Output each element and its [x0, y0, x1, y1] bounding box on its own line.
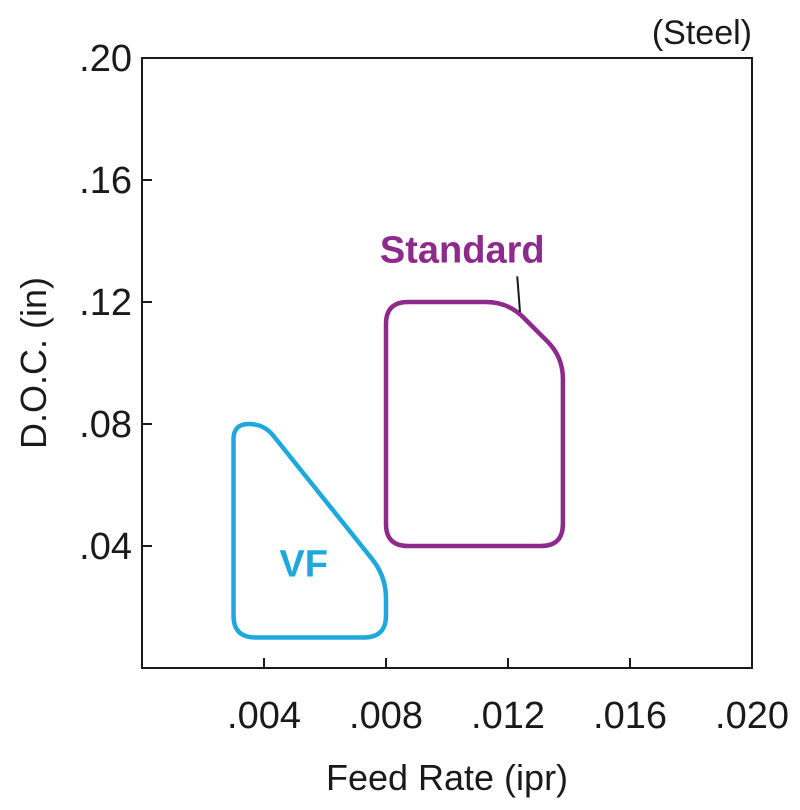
x-axis-ticks: .004 .008 .012 .016 .020 [227, 658, 789, 737]
x-tick-label: .016 [593, 695, 667, 737]
y-tick-label: .04 [79, 526, 132, 568]
region-vf [231, 421, 389, 640]
y-axis-title: D.O.C. (in) [13, 277, 54, 449]
y-axis-ticks: .04 .08 .12 .16 .20 [79, 38, 152, 568]
x-axis-title: Feed Rate (ipr) [326, 757, 568, 798]
x-tick-label: .008 [349, 695, 423, 737]
chart-annotation: (Steel) [652, 14, 752, 52]
y-tick-label: .12 [79, 282, 132, 324]
region-label-vf: VF [279, 544, 328, 586]
region-standard [383, 299, 566, 549]
y-tick-label: .16 [79, 160, 132, 202]
x-tick-label: .020 [715, 695, 789, 737]
regions: Standard VF [231, 229, 566, 640]
plot-frame [141, 57, 753, 669]
y-tick-label: .20 [79, 38, 132, 80]
x-tick-label: .004 [227, 695, 301, 737]
leader-line [516, 276, 521, 313]
region-label-standard: Standard [380, 229, 545, 271]
y-tick-label: .08 [79, 404, 132, 446]
x-tick-label: .012 [471, 695, 545, 737]
